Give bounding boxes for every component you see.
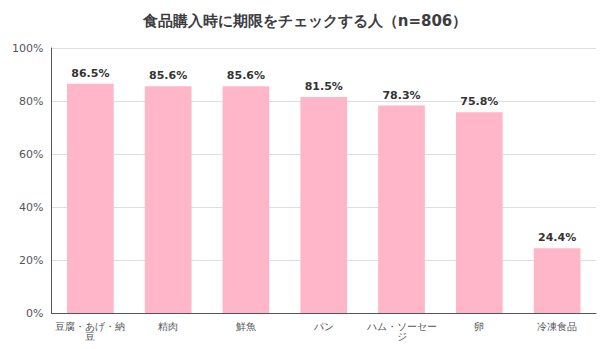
svg-text:食品購入時に期限をチェックする人（n=806）: 食品購入時に期限をチェックする人（n=806） xyxy=(142,12,468,30)
svg-text:81.5%: 81.5% xyxy=(305,80,343,93)
svg-text:85.6%: 85.6% xyxy=(227,69,265,82)
svg-text:60%: 60% xyxy=(19,148,43,161)
svg-text:ハム・ソーセー: ハム・ソーセー xyxy=(366,320,437,332)
svg-text:冷凍食品: 冷凍食品 xyxy=(537,321,577,332)
svg-text:78.3%: 78.3% xyxy=(382,89,420,102)
svg-text:0%: 0% xyxy=(26,307,43,320)
svg-text:ジ: ジ xyxy=(397,331,407,342)
svg-text:20%: 20% xyxy=(19,254,43,267)
svg-text:鮮魚: 鮮魚 xyxy=(236,321,256,332)
svg-text:豆: 豆 xyxy=(85,331,95,342)
svg-text:40%: 40% xyxy=(19,201,43,214)
svg-text:85.6%: 85.6% xyxy=(149,69,187,82)
svg-text:卵: 卵 xyxy=(474,321,484,332)
svg-text:100%: 100% xyxy=(12,42,43,55)
svg-text:80%: 80% xyxy=(19,95,43,108)
svg-text:86.5%: 86.5% xyxy=(71,67,109,80)
svg-text:75.8%: 75.8% xyxy=(460,95,498,108)
svg-text:24.4%: 24.4% xyxy=(538,231,576,244)
svg-text:パン: パン xyxy=(313,321,334,332)
svg-text:精肉: 精肉 xyxy=(158,321,178,332)
svg-text:豆腐・あげ・納: 豆腐・あげ・納 xyxy=(55,320,126,332)
